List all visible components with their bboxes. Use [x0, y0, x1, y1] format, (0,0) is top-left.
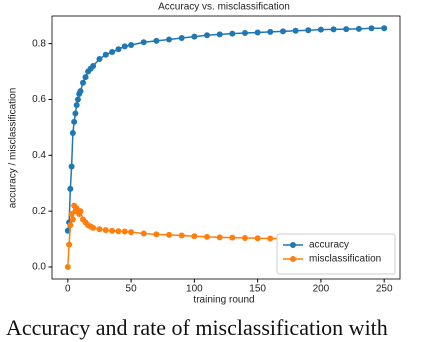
x-tick-label: 150 [249, 284, 266, 295]
marker [140, 230, 147, 237]
marker [115, 228, 122, 235]
marker [140, 39, 147, 46]
x-tick-label: 250 [376, 284, 393, 295]
marker [72, 110, 79, 117]
marker [254, 235, 261, 242]
marker [96, 226, 103, 233]
marker [241, 234, 248, 241]
y-tick-label: 0.6 [32, 94, 46, 105]
marker [216, 234, 223, 241]
x-tick-label: 200 [313, 284, 330, 295]
marker [267, 235, 274, 242]
marker [166, 36, 173, 43]
x-axis-label: training round [193, 295, 254, 306]
marker [216, 31, 223, 38]
marker [191, 33, 198, 40]
legend-box [276, 233, 396, 275]
marker [305, 27, 312, 34]
x-tick-label: 0 [65, 284, 71, 295]
marker [64, 263, 71, 270]
legend: accuracy misclassification [276, 233, 396, 275]
marker [204, 32, 211, 39]
marker [267, 28, 274, 35]
marker [67, 222, 74, 229]
marker [229, 30, 236, 37]
marker [191, 233, 198, 240]
marker [381, 25, 388, 32]
marker [355, 25, 362, 32]
caption: Accuracy and rate of misclassification w… [6, 315, 388, 340]
marker [279, 28, 286, 35]
marker [96, 55, 103, 62]
marker [166, 231, 173, 238]
marker [254, 29, 261, 36]
marker [153, 231, 160, 238]
plot-frame [51, 15, 401, 280]
legend-label: accuracy [309, 240, 349, 251]
marker [128, 229, 135, 236]
marker [121, 228, 128, 235]
marker [102, 51, 109, 58]
marker [178, 35, 185, 42]
marker [67, 185, 74, 192]
marker [241, 30, 248, 37]
legend-marker [290, 242, 296, 248]
marker [68, 163, 75, 170]
marker [115, 46, 122, 53]
marker [77, 208, 84, 215]
marker [292, 27, 299, 34]
marker [74, 96, 81, 103]
x-tick-label: 100 [186, 284, 203, 295]
marker [178, 232, 185, 239]
marker [71, 118, 78, 125]
x-tick-label: 50 [126, 284, 138, 295]
marker [102, 227, 109, 234]
marker [69, 216, 76, 223]
y-tick-label: 0.0 [32, 262, 46, 273]
marker [69, 129, 76, 136]
marker [66, 241, 73, 248]
marker [82, 74, 89, 81]
y-tick-label: 0.4 [32, 150, 46, 161]
marker [109, 49, 116, 56]
legend-marker [290, 256, 296, 262]
marker [343, 26, 350, 33]
marker [121, 43, 128, 50]
marker [368, 25, 375, 32]
marker [90, 62, 97, 69]
legend-label: misclassification [309, 254, 381, 265]
chart-title: Accuracy vs. misclassification [158, 2, 290, 13]
marker [77, 88, 84, 95]
marker [128, 42, 135, 49]
marker [90, 224, 97, 231]
marker [153, 37, 160, 44]
series-line [67, 27, 385, 231]
y-tick-label: 0.2 [32, 206, 46, 217]
marker [80, 79, 87, 86]
marker [317, 26, 324, 33]
marker [109, 227, 116, 234]
y-tick-label: 0.8 [32, 38, 46, 49]
marker [330, 26, 337, 33]
y-axis-label: accuracy / misclassification [8, 88, 19, 209]
marker [73, 102, 80, 109]
marker [229, 234, 236, 241]
marker [204, 233, 211, 240]
